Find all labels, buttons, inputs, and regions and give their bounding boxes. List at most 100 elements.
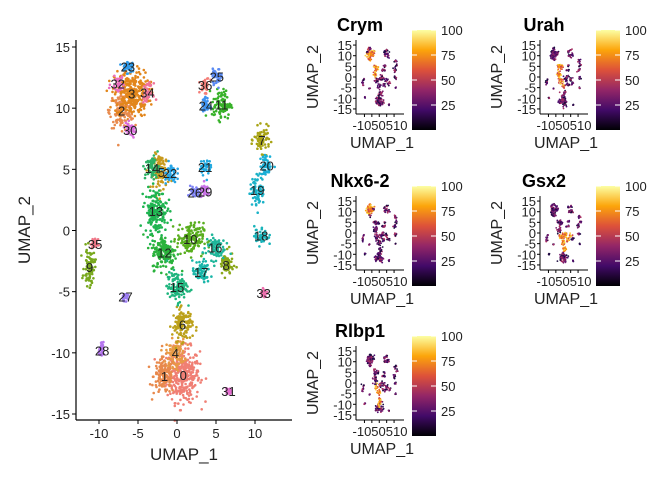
cluster-point bbox=[256, 147, 259, 150]
cluster-point bbox=[226, 263, 230, 267]
cluster-point bbox=[170, 370, 173, 374]
cluster-point bbox=[192, 366, 196, 369]
feature-point bbox=[377, 222, 379, 224]
cluster-point bbox=[223, 115, 227, 119]
cluster-point bbox=[157, 189, 161, 192]
feature-point bbox=[553, 57, 555, 60]
cluster-point bbox=[143, 176, 147, 180]
cluster-point bbox=[171, 333, 174, 336]
feature-point bbox=[562, 256, 564, 258]
cluster-label-36: 36 bbox=[198, 78, 212, 93]
feature-point bbox=[380, 258, 382, 261]
cluster-point bbox=[160, 170, 164, 174]
cluster-point bbox=[177, 289, 181, 293]
cluster-point bbox=[180, 304, 183, 307]
cluster-point bbox=[183, 325, 187, 329]
cluster-point bbox=[181, 227, 184, 231]
cluster-point bbox=[203, 273, 206, 276]
cluster-point bbox=[133, 87, 136, 91]
feature-point bbox=[366, 56, 368, 58]
cluster-point bbox=[152, 212, 156, 216]
cluster-point bbox=[250, 203, 254, 206]
cluster-point bbox=[172, 283, 176, 286]
feature-point bbox=[376, 80, 378, 83]
feature-point bbox=[394, 69, 396, 71]
feature-point bbox=[385, 80, 388, 83]
cluster-point bbox=[169, 377, 172, 380]
cluster-point bbox=[208, 89, 212, 93]
feature-point bbox=[387, 54, 390, 57]
cluster-point bbox=[172, 347, 175, 350]
feature-point bbox=[572, 104, 574, 106]
feature-point bbox=[570, 79, 573, 81]
feature-point bbox=[361, 82, 364, 85]
feature-point bbox=[374, 227, 377, 230]
cluster-point bbox=[169, 392, 172, 396]
colorbar-tick-label: 25 bbox=[441, 254, 455, 269]
feature-point bbox=[368, 210, 370, 213]
cluster-point bbox=[171, 225, 175, 228]
cluster-point bbox=[184, 386, 188, 390]
feature-point bbox=[558, 78, 561, 80]
cluster-point bbox=[171, 266, 175, 269]
cluster-point bbox=[204, 114, 208, 117]
cluster-point bbox=[166, 252, 169, 255]
cluster-point bbox=[188, 336, 192, 339]
cluster-point bbox=[123, 107, 127, 111]
cluster-point bbox=[269, 140, 273, 144]
feature-point bbox=[395, 219, 398, 222]
cluster-point bbox=[158, 173, 162, 176]
cluster-point bbox=[176, 327, 179, 330]
feature-point bbox=[388, 210, 391, 213]
feature-point bbox=[394, 86, 397, 89]
cluster-point bbox=[179, 315, 183, 319]
cluster-point bbox=[179, 328, 182, 332]
cluster-point bbox=[217, 105, 220, 109]
cluster-point bbox=[168, 384, 171, 388]
cluster-point bbox=[181, 241, 184, 244]
cluster-point bbox=[168, 390, 171, 393]
feature-point bbox=[382, 84, 385, 86]
cluster-point bbox=[188, 389, 192, 393]
cluster-point bbox=[120, 109, 123, 112]
feature-point bbox=[381, 246, 384, 248]
feature-point bbox=[379, 77, 382, 80]
cluster-point bbox=[213, 113, 217, 116]
cluster-point bbox=[163, 371, 166, 375]
cluster-label-16: 16 bbox=[208, 241, 222, 256]
feature-point bbox=[380, 101, 383, 104]
cluster-point bbox=[178, 340, 182, 343]
cluster-point bbox=[195, 261, 198, 264]
cluster-point bbox=[154, 152, 158, 156]
feature-x-tick-labels: -1050510 bbox=[537, 118, 592, 133]
cluster-point bbox=[123, 99, 126, 103]
cluster-point bbox=[82, 267, 85, 271]
cluster-point bbox=[148, 214, 151, 217]
feature-point bbox=[550, 211, 552, 214]
cluster-point bbox=[220, 271, 224, 275]
feature-point bbox=[369, 214, 371, 217]
cluster-point bbox=[221, 256, 225, 260]
feature-point bbox=[559, 253, 561, 256]
cluster-label-33: 33 bbox=[256, 286, 270, 301]
feature-point bbox=[385, 204, 388, 207]
feature-point bbox=[385, 235, 387, 237]
cluster-point bbox=[177, 382, 180, 386]
cluster-point bbox=[192, 242, 195, 245]
cluster-point bbox=[130, 113, 134, 116]
cluster-point bbox=[166, 357, 170, 361]
cluster-point bbox=[128, 115, 132, 119]
colorbar-tick-label: 100 bbox=[441, 23, 463, 38]
feature-point bbox=[562, 81, 565, 83]
cluster-point bbox=[235, 265, 238, 269]
cluster-1-points bbox=[147, 344, 179, 401]
feature-point bbox=[386, 209, 389, 212]
cluster-point bbox=[160, 348, 163, 352]
cluster-point bbox=[184, 246, 188, 250]
cluster-point bbox=[180, 342, 184, 345]
cluster-point bbox=[217, 95, 220, 98]
cluster-point bbox=[222, 90, 226, 94]
feature-point bbox=[382, 225, 385, 227]
feature-point bbox=[383, 78, 386, 81]
cluster-point bbox=[170, 384, 173, 388]
